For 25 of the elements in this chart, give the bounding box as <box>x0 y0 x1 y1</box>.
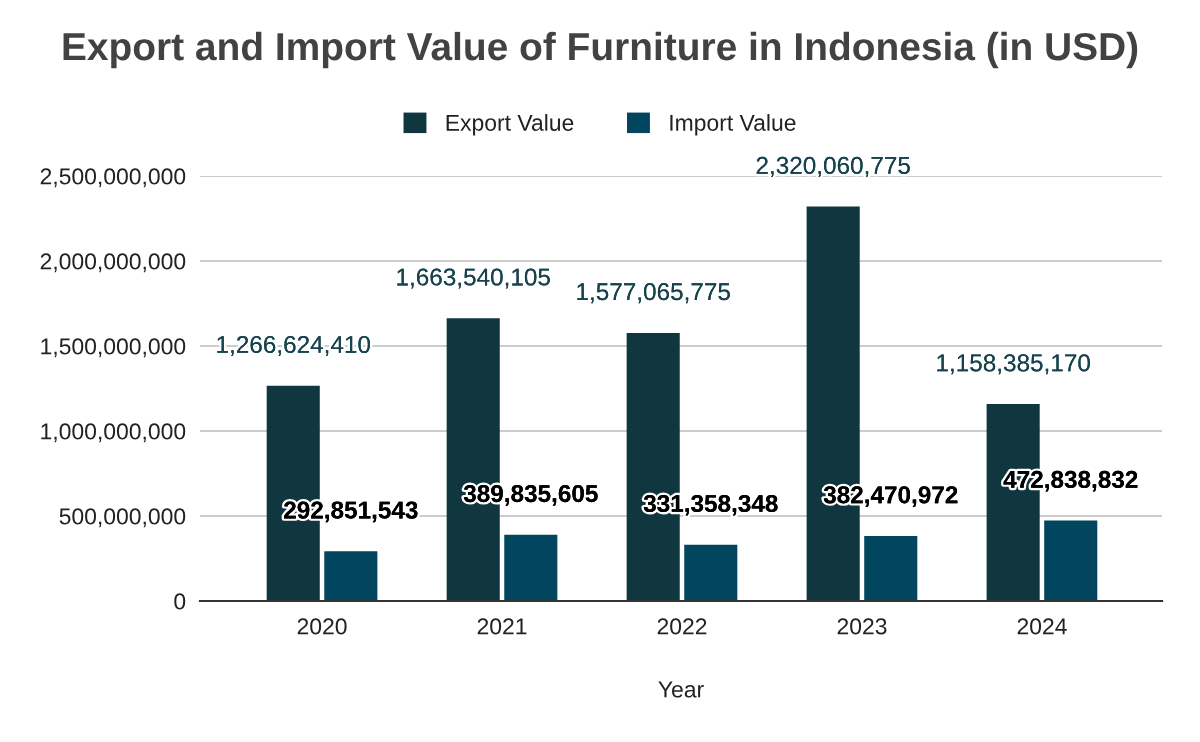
data-label: 1,663,540,105 <box>397 268 550 289</box>
bar <box>504 534 558 601</box>
bar <box>684 544 738 601</box>
x-tick-label: 2023 <box>837 618 887 635</box>
data-label: 1,158,385,170 <box>937 354 1090 375</box>
y-tick-label: 2,000,000,000 <box>40 253 186 273</box>
y-tick-label: 1,000,000,000 <box>41 423 186 443</box>
x-tick-label: 2024 <box>1017 618 1067 635</box>
data-label: 1,266,624,410 <box>217 335 370 356</box>
bar <box>324 551 378 601</box>
y-tick-label: 1,500,000,000 <box>41 338 186 358</box>
x-tick-label: 2020 <box>297 618 347 635</box>
y-tick-label: 2,500,000,000 <box>40 168 186 188</box>
chart-title: Export and Import Value of Furniture in Indonesia (in USD) <box>63 31 1138 69</box>
data-label: 2,320,060,775 <box>756 156 910 177</box>
data-label: 1,577,065,775 <box>577 283 730 304</box>
bar <box>1044 520 1098 601</box>
bar <box>864 535 918 601</box>
legend-label: Export Value <box>446 114 574 136</box>
x-tick-label: 2022 <box>657 618 707 635</box>
y-tick-label: 500,000,000 <box>59 508 186 528</box>
x-tick-label: 2021 <box>477 618 527 635</box>
legend-label: Import Value <box>670 114 796 136</box>
y-tick-label: 0 <box>174 593 186 610</box>
x-axis-title: Year <box>658 681 704 698</box>
